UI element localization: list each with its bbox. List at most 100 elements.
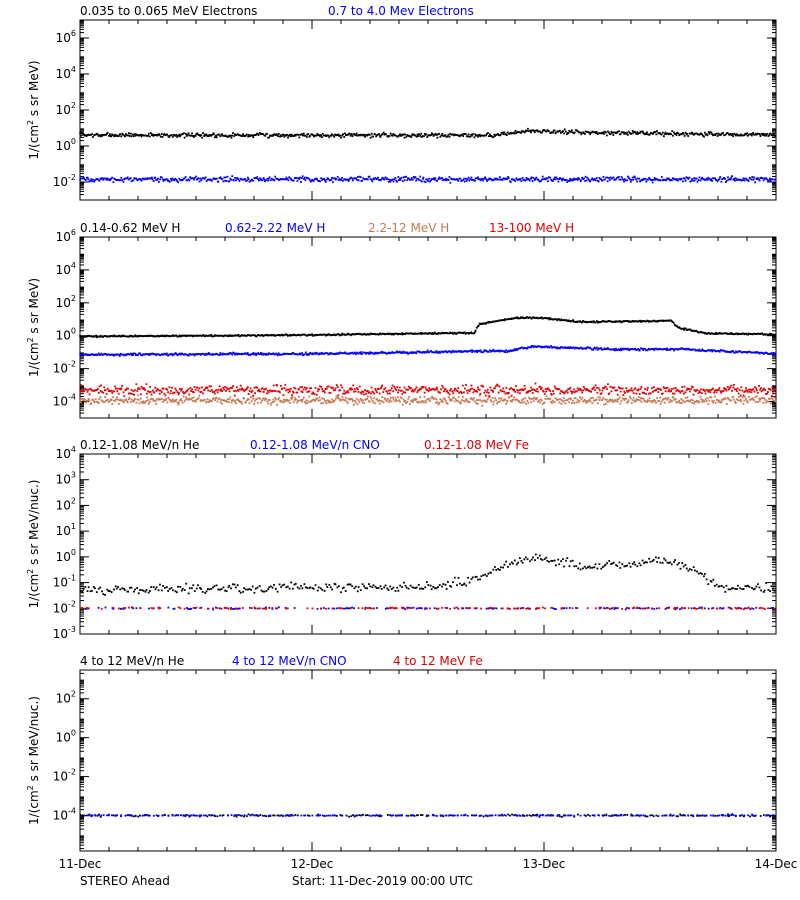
data-point — [247, 398, 250, 401]
data-point — [123, 354, 126, 357]
data-point — [147, 134, 149, 137]
data-point — [301, 333, 304, 336]
data-point — [505, 318, 508, 321]
data-point — [212, 353, 215, 356]
data-point — [352, 400, 354, 402]
data-point — [118, 353, 120, 356]
data-point — [555, 387, 558, 390]
data-point — [530, 177, 532, 180]
data-point — [509, 349, 512, 352]
data-point — [271, 334, 274, 337]
y-tick-label: 106 — [56, 29, 76, 45]
data-point — [120, 176, 123, 179]
data-point — [478, 388, 481, 391]
data-point — [653, 399, 656, 401]
data-point — [632, 396, 635, 399]
data-point — [321, 397, 324, 400]
data-point — [623, 399, 626, 401]
data-point — [198, 334, 200, 337]
data-point — [762, 132, 765, 135]
data-point — [466, 350, 469, 353]
data-point — [283, 401, 286, 403]
data-point — [94, 398, 97, 400]
data-point — [355, 397, 358, 400]
data-point — [654, 400, 657, 403]
data-point — [277, 390, 280, 393]
data-point — [182, 395, 185, 398]
data-point — [677, 400, 680, 403]
data-point — [140, 179, 143, 182]
data-point — [756, 177, 759, 180]
y-tick-label: 102 — [56, 101, 76, 117]
data-point — [730, 399, 733, 402]
data-point — [203, 177, 206, 180]
data-point — [242, 352, 244, 355]
data-point — [149, 398, 152, 401]
data-point — [668, 133, 670, 136]
data-point — [507, 317, 510, 320]
data-point — [153, 391, 156, 394]
data-point — [351, 351, 354, 354]
data-point — [252, 397, 255, 400]
data-point — [154, 386, 157, 389]
data-point — [539, 401, 542, 404]
data-point — [514, 390, 516, 393]
data-point — [141, 387, 144, 389]
data-point — [173, 335, 176, 337]
data-point — [128, 134, 131, 137]
data-point — [298, 388, 300, 391]
data-point — [478, 394, 481, 397]
data-point — [116, 390, 119, 393]
data-point — [377, 178, 380, 181]
data-point — [600, 178, 603, 181]
data-point — [299, 386, 302, 389]
data-point — [341, 332, 344, 335]
data-point — [149, 391, 152, 393]
data-point — [227, 353, 230, 356]
data-point — [619, 402, 622, 405]
data-point — [714, 333, 716, 335]
data-point — [761, 397, 764, 400]
data-point — [222, 386, 225, 389]
data-point — [657, 319, 659, 322]
data-point — [617, 320, 619, 323]
data-point — [344, 333, 347, 336]
data-point — [393, 351, 396, 354]
data-point — [181, 133, 184, 136]
data-point — [593, 178, 596, 180]
data-point — [430, 132, 433, 135]
data-point — [599, 396, 602, 399]
data-point — [561, 131, 563, 133]
data-point — [217, 334, 220, 337]
data-point — [543, 317, 546, 319]
data-point — [412, 399, 415, 402]
data-point — [508, 396, 511, 399]
data-point — [233, 352, 235, 355]
data-point — [584, 180, 586, 182]
data-point — [645, 400, 647, 403]
data-point — [686, 176, 689, 179]
data-point — [252, 334, 255, 336]
data-point — [595, 130, 598, 133]
data-point — [444, 388, 447, 391]
data-point — [669, 349, 672, 351]
data-point — [269, 403, 272, 406]
data-point — [683, 328, 685, 331]
y-tick-label: 106 — [56, 228, 76, 244]
data-point — [237, 398, 239, 401]
data-point — [500, 390, 503, 393]
data-point — [166, 335, 169, 337]
data-point — [188, 179, 191, 182]
data-point — [309, 352, 311, 354]
data-point — [462, 332, 464, 335]
data-point — [697, 392, 700, 394]
data-point — [610, 348, 613, 351]
data-point — [368, 133, 371, 136]
data-point — [702, 134, 704, 137]
data-point — [740, 400, 743, 403]
data-point — [542, 129, 544, 132]
data-point — [654, 320, 657, 323]
data-point — [257, 334, 260, 336]
data-point — [616, 130, 619, 133]
